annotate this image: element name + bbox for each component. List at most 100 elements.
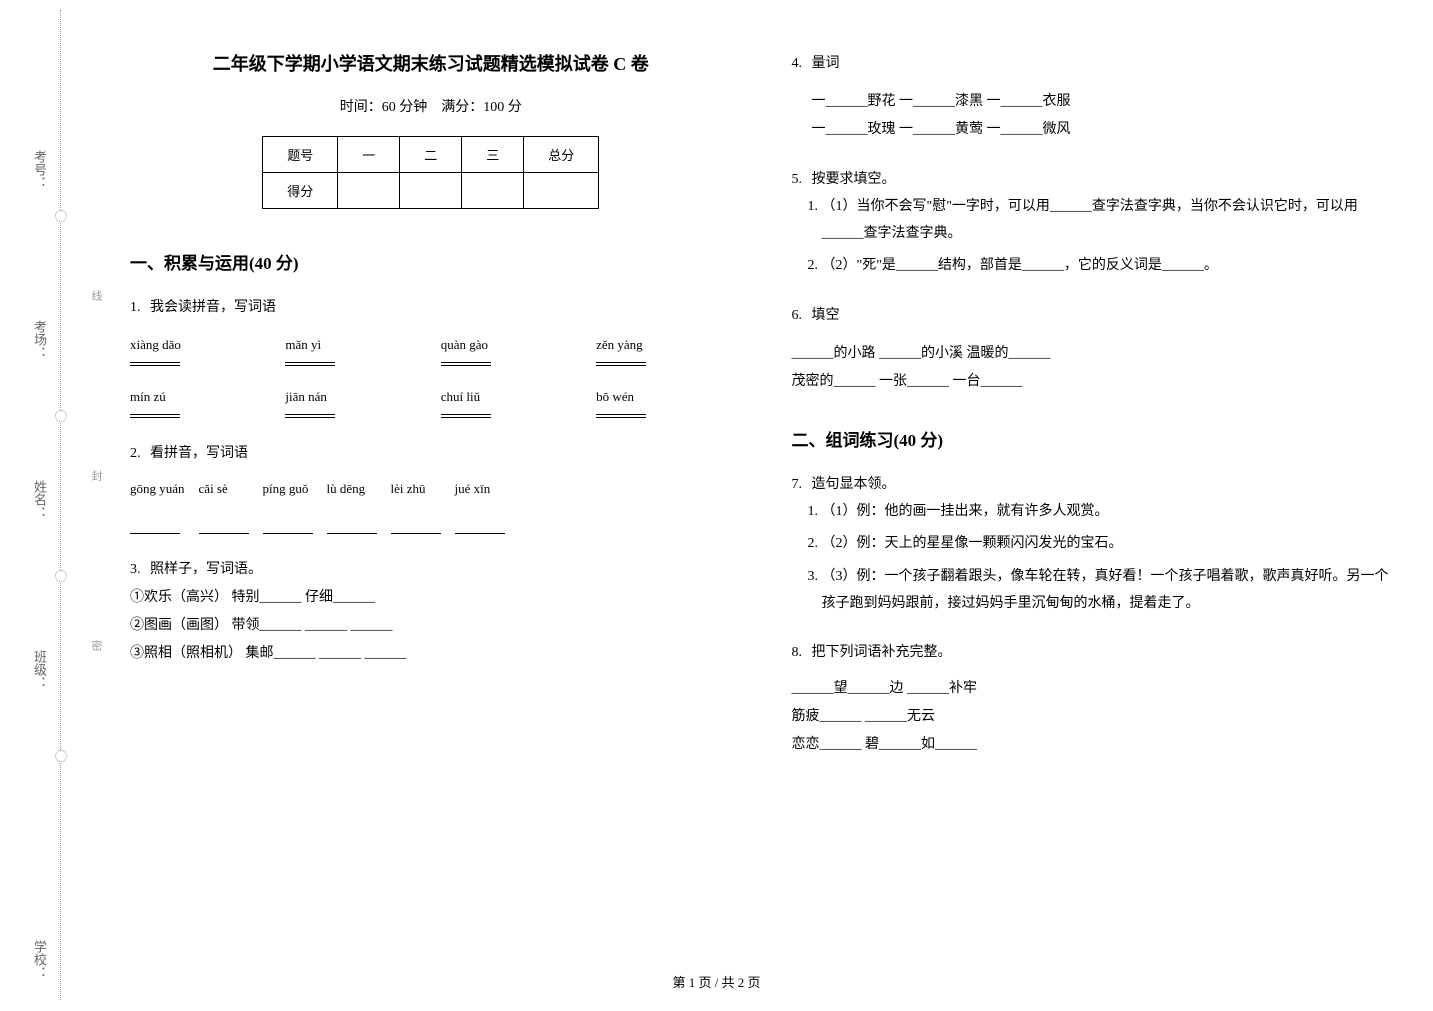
q7-sub-2: （2）例：天上的星星像一颗颗闪闪发光的宝石。 <box>822 531 1394 558</box>
page-subtitle: 时间：60 分钟 满分：100 分 <box>130 96 732 116</box>
score-row-label: 得分 <box>263 173 338 209</box>
q3-text: 照样子，写词语。 <box>150 562 262 577</box>
page-title: 二年级下学期小学语文期末练习试题精选模拟试卷 C 卷 <box>130 50 732 76</box>
pinyin: xiàng dǎo <box>130 332 265 358</box>
binding-circle <box>55 750 67 762</box>
time-label: 时间：60 分钟 <box>340 100 428 115</box>
seal-line-3: 密 <box>88 640 104 655</box>
q1-text: 我会读拼音，写词语 <box>150 300 276 315</box>
seal-line-1: 线 <box>88 290 104 305</box>
score-col-0: 题号 <box>263 137 338 173</box>
question-1: 1. 我会读拼音，写词语 xiàng dǎo mǎn yì quàn gào z… <box>130 294 732 418</box>
q4-line-2: 一______玫瑰 一______黄莺 一______微风 <box>812 116 1394 144</box>
blank <box>263 518 313 534</box>
blank <box>441 362 491 366</box>
q7-text: 造句显本领。 <box>812 477 896 492</box>
q8-line-2: 筋疲______ ______无云 <box>792 703 1394 731</box>
q8-line-1: ______望______边 ______补牢 <box>792 675 1394 703</box>
q3-num: 3. <box>130 562 141 577</box>
blank <box>596 414 646 418</box>
score-col-2: 二 <box>400 137 462 173</box>
q2-num: 2. <box>130 446 141 461</box>
right-column: 4. 量词 一______野花 一______漆黑 一______衣服 一___… <box>792 50 1394 781</box>
q7-num: 7. <box>792 477 803 492</box>
blank <box>199 518 249 534</box>
q6-line-1: ______的小路 ______的小溪 温暖的______ <box>792 340 1394 368</box>
pinyin: chuí liǔ <box>441 384 576 410</box>
q8-num: 8. <box>792 645 803 660</box>
label-name: 姓名： <box>30 480 49 519</box>
q2-items: gōng yuán cǎi sè píng guǒ lù dēng lèi zh… <box>130 476 732 534</box>
label-exam-id: 考号： <box>30 150 49 189</box>
pinyin: bō wén <box>596 384 731 410</box>
binding-circle <box>55 410 67 422</box>
label-room: 考场： <box>30 320 49 359</box>
q1-row1: xiàng dǎo mǎn yì quàn gào zěn yàng <box>130 332 732 366</box>
binding-circle <box>55 570 67 582</box>
q7-sub-1: （1）例：他的画一挂出来，就有许多人观赏。 <box>822 499 1394 526</box>
blank <box>455 518 505 534</box>
score-cell <box>400 173 462 209</box>
pinyin: zěn yàng <box>596 332 731 358</box>
page-content: 二年级下学期小学语文期末练习试题精选模拟试卷 C 卷 时间：60 分钟 满分：1… <box>130 50 1393 781</box>
q6-num: 6. <box>792 308 803 323</box>
question-3: 3. 照样子，写词语。 ①欢乐（高兴） 特别______ 仔细______ ②图… <box>130 556 732 668</box>
left-column: 二年级下学期小学语文期末练习试题精选模拟试卷 C 卷 时间：60 分钟 满分：1… <box>130 50 732 781</box>
pinyin: cǎi sè <box>199 476 249 502</box>
score-col-4: 总分 <box>524 137 599 173</box>
blank <box>391 518 441 534</box>
question-5: 5. 按要求填空。 （1）当你不会写"慰"一字时，可以用______查字法查字典… <box>792 166 1394 280</box>
q6-line-2: 茂密的______ 一张______ 一台______ <box>792 368 1394 396</box>
blank <box>285 414 335 418</box>
score-cell <box>524 173 599 209</box>
q8-line-3: 恋恋______ 碧______如______ <box>792 731 1394 759</box>
binding-edge <box>60 10 100 1000</box>
pinyin: jiān nán <box>285 384 420 410</box>
q7-subs: （1）例：他的画一挂出来，就有许多人观赏。 （2）例：天上的星星像一颗颗闪闪发光… <box>822 499 1394 617</box>
q8-text: 把下列词语补充完整。 <box>812 645 952 660</box>
blank <box>285 362 335 366</box>
q4-line-1: 一______野花 一______漆黑 一______衣服 <box>812 88 1394 116</box>
pinyin: lù dēng <box>327 476 377 502</box>
pinyin: quàn gào <box>441 332 576 358</box>
score-table: 题号 一 二 三 总分 得分 <box>262 136 599 209</box>
q4-num: 4. <box>792 56 803 71</box>
seal-line-2: 封 <box>88 470 104 485</box>
pinyin: mǎn yì <box>285 332 420 358</box>
q5-subs: （1）当你不会写"慰"一字时，可以用______查字法查字典，当你不会认识它时，… <box>822 194 1394 280</box>
pinyin: lèi zhū <box>391 476 441 502</box>
q4-text: 量词 <box>812 56 840 71</box>
score-col-1: 一 <box>338 137 400 173</box>
q3-line-1: ①欢乐（高兴） 特别______ 仔细______ <box>130 584 732 612</box>
q1-num: 1. <box>130 300 141 315</box>
question-2: 2. 看拼音，写词语 gōng yuán cǎi sè píng guǒ lù … <box>130 440 732 534</box>
q1-row2: mín zú jiān nán chuí liǔ bō wén <box>130 384 732 418</box>
pinyin: mín zú <box>130 384 265 410</box>
full-score-label: 满分：100 分 <box>441 100 522 115</box>
blank <box>130 362 180 366</box>
blank <box>130 518 180 534</box>
question-7: 7. 造句显本领。 （1）例：他的画一挂出来，就有许多人观赏。 （2）例：天上的… <box>792 471 1394 617</box>
q2-text: 看拼音，写词语 <box>150 446 248 461</box>
pinyin: gōng yuán <box>130 476 185 502</box>
q5-text: 按要求填空。 <box>812 172 896 187</box>
score-col-3: 三 <box>462 137 524 173</box>
question-4: 4. 量词 一______野花 一______漆黑 一______衣服 一___… <box>792 50 1394 144</box>
q7-sub-3: （3）例：一个孩子翻着跟头，像车轮在转，真好看！一个孩子唱着歌，歌声真好听。另一… <box>822 564 1394 617</box>
q3-line-3: ③照相（照相机） 集邮______ ______ ______ <box>130 640 732 668</box>
label-class: 班级： <box>30 650 49 689</box>
section-1-header: 一、积累与运用(40 分) <box>130 249 732 274</box>
binding-circle <box>55 210 67 222</box>
q5-sub-1: （1）当你不会写"慰"一字时，可以用______查字法查字典，当你不会认识它时，… <box>822 194 1394 247</box>
q6-text: 填空 <box>812 308 840 323</box>
q3-line-2: ②图画（画图） 带领______ ______ ______ <box>130 612 732 640</box>
pinyin: jué xīn <box>455 476 505 502</box>
blank <box>441 414 491 418</box>
blank <box>327 518 377 534</box>
blank <box>596 362 646 366</box>
score-cell <box>462 173 524 209</box>
page-footer: 第 1 页 / 共 2 页 <box>0 972 1433 991</box>
question-6: 6. 填空 ______的小路 ______的小溪 温暖的______ 茂密的_… <box>792 302 1394 396</box>
blank <box>130 414 180 418</box>
section-2-header: 二、组词练习(40 分) <box>792 426 1394 451</box>
